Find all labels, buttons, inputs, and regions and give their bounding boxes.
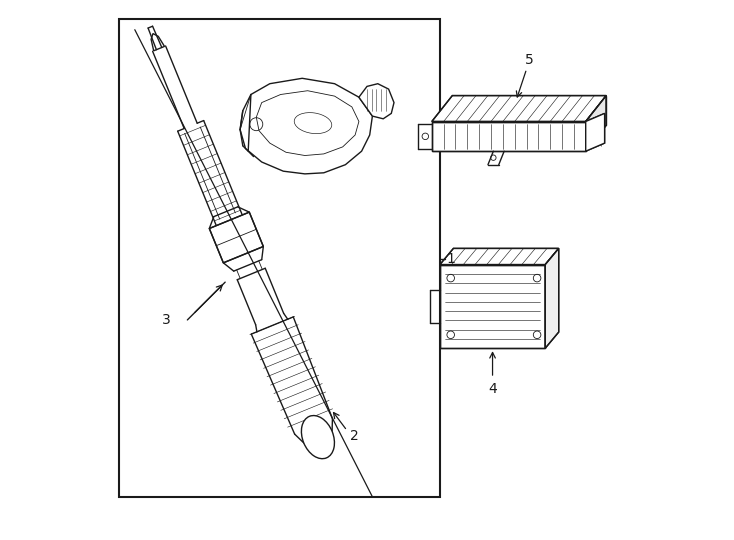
Polygon shape (209, 212, 264, 263)
Text: 2: 2 (350, 429, 359, 443)
Polygon shape (240, 78, 372, 174)
Polygon shape (432, 96, 606, 122)
Text: 4: 4 (488, 382, 497, 396)
Bar (119, 19, 440, 497)
Polygon shape (440, 265, 545, 348)
Polygon shape (256, 91, 359, 156)
Text: 1: 1 (447, 252, 456, 266)
Polygon shape (359, 84, 394, 119)
Polygon shape (586, 113, 605, 151)
Polygon shape (545, 248, 559, 348)
Polygon shape (432, 122, 586, 151)
Text: 3: 3 (162, 313, 171, 327)
Ellipse shape (302, 416, 335, 458)
Text: 5: 5 (525, 53, 534, 68)
Polygon shape (440, 248, 559, 265)
Polygon shape (586, 96, 606, 151)
